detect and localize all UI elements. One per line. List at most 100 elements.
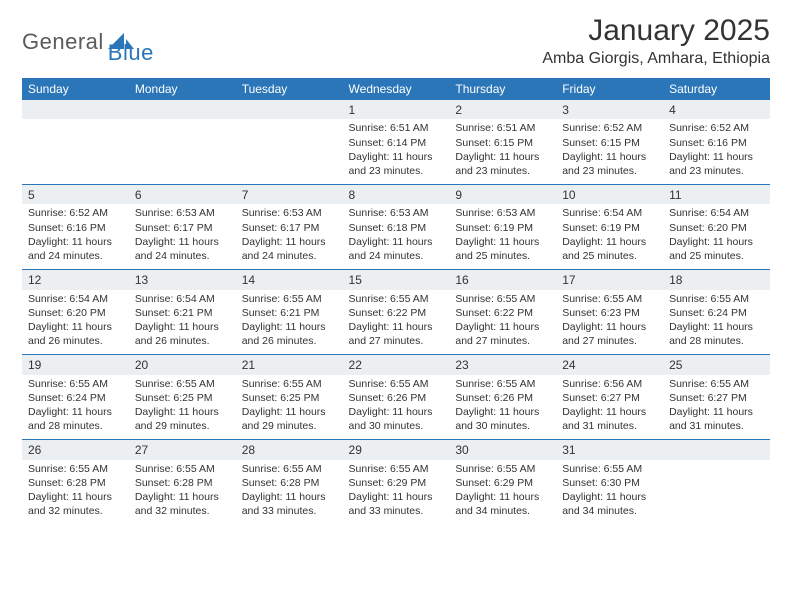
day-detail-cell: Sunrise: 6:55 AMSunset: 6:28 PMDaylight:… bbox=[236, 460, 343, 525]
daylight-text: Daylight: 11 hours and 26 minutes. bbox=[135, 320, 230, 348]
sunset-text: Sunset: 6:28 PM bbox=[28, 476, 123, 490]
day-detail: Sunrise: 6:52 AMSunset: 6:15 PMDaylight:… bbox=[556, 119, 663, 184]
day-detail: Sunrise: 6:55 AMSunset: 6:23 PMDaylight:… bbox=[556, 290, 663, 355]
day-detail-cell: Sunrise: 6:55 AMSunset: 6:27 PMDaylight:… bbox=[663, 375, 770, 440]
sunrise-text: Sunrise: 6:55 AM bbox=[135, 377, 230, 391]
day-number-cell: 30 bbox=[449, 440, 556, 460]
day-number-cell: 6 bbox=[129, 185, 236, 205]
calendar-table: SundayMondayTuesdayWednesdayThursdayFrid… bbox=[22, 78, 770, 524]
day-detail: Sunrise: 6:55 AMSunset: 6:26 PMDaylight:… bbox=[343, 375, 450, 440]
day-detail: Sunrise: 6:53 AMSunset: 6:17 PMDaylight:… bbox=[129, 204, 236, 269]
daylight-text: Daylight: 11 hours and 25 minutes. bbox=[669, 235, 764, 263]
week-daynum-row: 1234 bbox=[22, 100, 770, 119]
sunset-text: Sunset: 6:19 PM bbox=[455, 221, 550, 235]
sunrise-text: Sunrise: 6:53 AM bbox=[242, 206, 337, 220]
day-number-cell: 12 bbox=[22, 270, 129, 290]
day-detail: Sunrise: 6:53 AMSunset: 6:17 PMDaylight:… bbox=[236, 204, 343, 269]
day-detail: Sunrise: 6:55 AMSunset: 6:29 PMDaylight:… bbox=[449, 460, 556, 525]
day-detail bbox=[236, 119, 343, 175]
day-number-cell: 7 bbox=[236, 185, 343, 205]
day-detail-cell: Sunrise: 6:55 AMSunset: 6:25 PMDaylight:… bbox=[236, 375, 343, 440]
sunrise-text: Sunrise: 6:52 AM bbox=[669, 121, 764, 135]
day-number: 11 bbox=[663, 185, 770, 204]
sunset-text: Sunset: 6:24 PM bbox=[28, 391, 123, 405]
day-detail: Sunrise: 6:56 AMSunset: 6:27 PMDaylight:… bbox=[556, 375, 663, 440]
day-number: 15 bbox=[343, 270, 450, 289]
sunset-text: Sunset: 6:21 PM bbox=[242, 306, 337, 320]
daylight-text: Daylight: 11 hours and 23 minutes. bbox=[455, 150, 550, 178]
sunset-text: Sunset: 6:16 PM bbox=[28, 221, 123, 235]
sunrise-text: Sunrise: 6:54 AM bbox=[669, 206, 764, 220]
title-block: January 2025 Amba Giorgis, Amhara, Ethio… bbox=[542, 14, 770, 68]
daylight-text: Daylight: 11 hours and 25 minutes. bbox=[455, 235, 550, 263]
day-detail-cell bbox=[129, 119, 236, 184]
day-detail-cell: Sunrise: 6:55 AMSunset: 6:24 PMDaylight:… bbox=[22, 375, 129, 440]
sunrise-text: Sunrise: 6:55 AM bbox=[242, 462, 337, 476]
daylight-text: Daylight: 11 hours and 30 minutes. bbox=[455, 405, 550, 433]
day-number-cell: 31 bbox=[556, 440, 663, 460]
sunset-text: Sunset: 6:25 PM bbox=[242, 391, 337, 405]
daylight-text: Daylight: 11 hours and 30 minutes. bbox=[349, 405, 444, 433]
sunset-text: Sunset: 6:21 PM bbox=[135, 306, 230, 320]
sunset-text: Sunset: 6:14 PM bbox=[349, 136, 444, 150]
sunrise-text: Sunrise: 6:54 AM bbox=[135, 292, 230, 306]
day-number: 16 bbox=[449, 270, 556, 289]
day-number: 3 bbox=[556, 100, 663, 119]
day-number: 20 bbox=[129, 355, 236, 374]
day-number-cell: 8 bbox=[343, 185, 450, 205]
sunset-text: Sunset: 6:25 PM bbox=[135, 391, 230, 405]
day-detail: Sunrise: 6:55 AMSunset: 6:22 PMDaylight:… bbox=[343, 290, 450, 355]
day-number: 14 bbox=[236, 270, 343, 289]
day-number: 29 bbox=[343, 440, 450, 459]
day-number-cell: 5 bbox=[22, 185, 129, 205]
weekday-header: Thursday bbox=[449, 78, 556, 100]
daylight-text: Daylight: 11 hours and 26 minutes. bbox=[28, 320, 123, 348]
sunset-text: Sunset: 6:30 PM bbox=[562, 476, 657, 490]
sunrise-text: Sunrise: 6:55 AM bbox=[28, 462, 123, 476]
day-number: 27 bbox=[129, 440, 236, 459]
weekday-header: Sunday bbox=[22, 78, 129, 100]
sunrise-text: Sunrise: 6:53 AM bbox=[135, 206, 230, 220]
daylight-text: Daylight: 11 hours and 24 minutes. bbox=[349, 235, 444, 263]
day-detail-cell: Sunrise: 6:55 AMSunset: 6:26 PMDaylight:… bbox=[449, 375, 556, 440]
day-detail: Sunrise: 6:55 AMSunset: 6:24 PMDaylight:… bbox=[22, 375, 129, 440]
day-detail-cell: Sunrise: 6:53 AMSunset: 6:17 PMDaylight:… bbox=[129, 204, 236, 269]
sunset-text: Sunset: 6:27 PM bbox=[562, 391, 657, 405]
sunrise-text: Sunrise: 6:55 AM bbox=[562, 292, 657, 306]
day-number-cell: 26 bbox=[22, 440, 129, 460]
brand-text-1: General bbox=[22, 29, 104, 55]
calendar-header: SundayMondayTuesdayWednesdayThursdayFrid… bbox=[22, 78, 770, 100]
day-number-cell: 3 bbox=[556, 100, 663, 119]
day-number-cell: 21 bbox=[236, 355, 343, 375]
daylight-text: Daylight: 11 hours and 32 minutes. bbox=[28, 490, 123, 518]
sunset-text: Sunset: 6:20 PM bbox=[28, 306, 123, 320]
day-number-cell: 11 bbox=[663, 185, 770, 205]
day-detail: Sunrise: 6:55 AMSunset: 6:26 PMDaylight:… bbox=[449, 375, 556, 440]
day-detail-cell: Sunrise: 6:55 AMSunset: 6:30 PMDaylight:… bbox=[556, 460, 663, 525]
weekday-header: Friday bbox=[556, 78, 663, 100]
week-daynum-row: 262728293031 bbox=[22, 440, 770, 460]
day-number-cell bbox=[663, 440, 770, 460]
day-number: 1 bbox=[343, 100, 450, 119]
day-number: 19 bbox=[22, 355, 129, 374]
sunrise-text: Sunrise: 6:55 AM bbox=[242, 377, 337, 391]
day-detail-cell: Sunrise: 6:52 AMSunset: 6:16 PMDaylight:… bbox=[663, 119, 770, 184]
daylight-text: Daylight: 11 hours and 29 minutes. bbox=[242, 405, 337, 433]
daylight-text: Daylight: 11 hours and 33 minutes. bbox=[242, 490, 337, 518]
day-number: 17 bbox=[556, 270, 663, 289]
day-detail bbox=[129, 119, 236, 175]
sunset-text: Sunset: 6:28 PM bbox=[135, 476, 230, 490]
week-daynum-row: 567891011 bbox=[22, 185, 770, 205]
day-number-cell: 29 bbox=[343, 440, 450, 460]
day-detail-cell: Sunrise: 6:55 AMSunset: 6:22 PMDaylight:… bbox=[343, 290, 450, 355]
day-number: 21 bbox=[236, 355, 343, 374]
day-detail: Sunrise: 6:55 AMSunset: 6:29 PMDaylight:… bbox=[343, 460, 450, 525]
day-number bbox=[663, 440, 770, 458]
daylight-text: Daylight: 11 hours and 27 minutes. bbox=[349, 320, 444, 348]
brand-logo: General Blue bbox=[22, 18, 154, 66]
calendar-document: General Blue January 2025 Amba Giorgis, … bbox=[0, 0, 792, 524]
day-detail: Sunrise: 6:53 AMSunset: 6:19 PMDaylight:… bbox=[449, 204, 556, 269]
day-number: 28 bbox=[236, 440, 343, 459]
day-detail-cell: Sunrise: 6:54 AMSunset: 6:19 PMDaylight:… bbox=[556, 204, 663, 269]
sunrise-text: Sunrise: 6:55 AM bbox=[349, 462, 444, 476]
